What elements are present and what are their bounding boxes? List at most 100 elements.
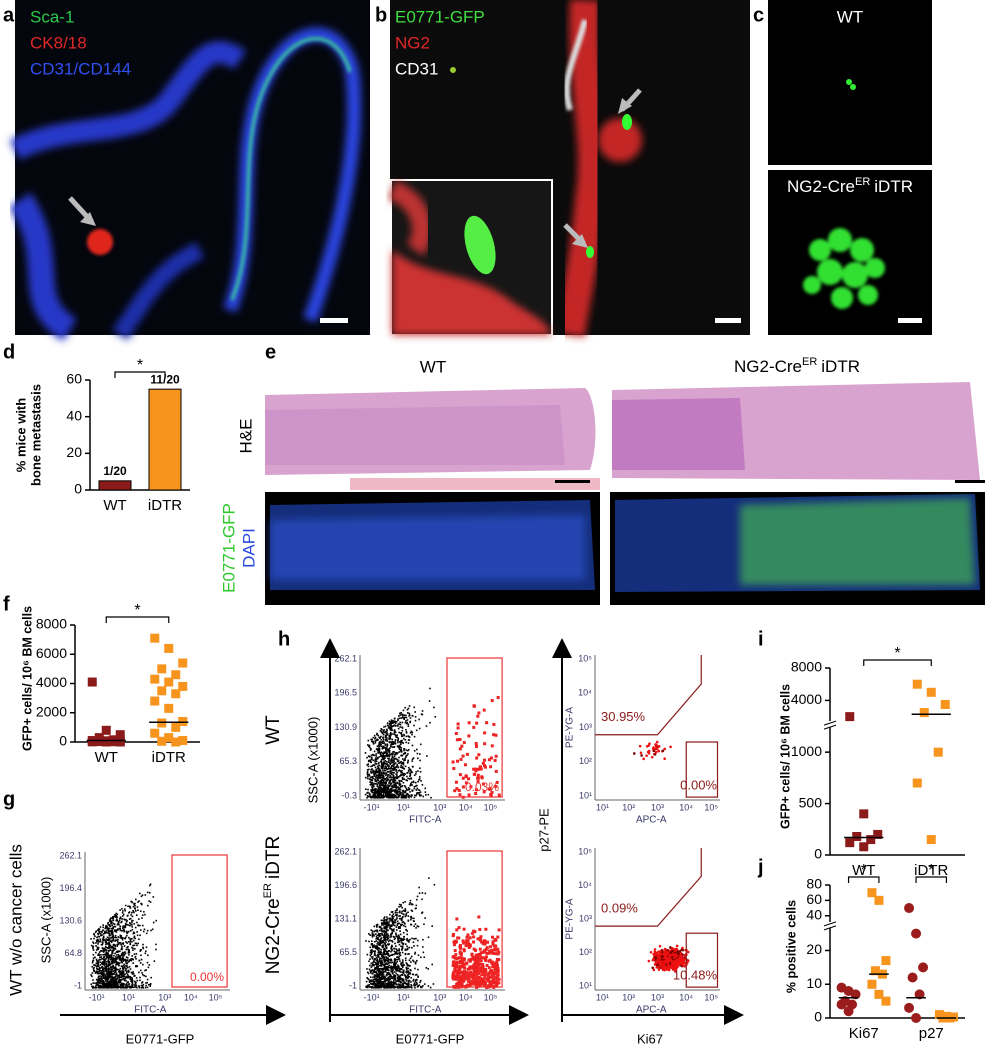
event: [385, 744, 387, 746]
event: [388, 977, 390, 979]
panel-title-sup: ER: [855, 176, 870, 188]
event: [382, 962, 384, 964]
event: [382, 797, 384, 799]
event: [118, 937, 120, 939]
gated-event: [457, 726, 460, 729]
event: [401, 962, 403, 964]
event: [387, 776, 389, 778]
event: [136, 977, 138, 979]
event: [118, 923, 120, 925]
event: [100, 938, 102, 940]
event: [374, 985, 376, 987]
event: [429, 688, 431, 690]
event: [381, 797, 383, 799]
event: [126, 935, 128, 937]
event: [391, 765, 393, 767]
event: [127, 959, 129, 961]
x-tick-label: 10⁵: [704, 802, 718, 812]
event: [400, 761, 402, 763]
event: [395, 785, 397, 787]
event: [135, 910, 137, 912]
event: [397, 718, 399, 720]
event: [138, 972, 140, 974]
y-tick-label: 65.5: [339, 947, 357, 957]
event: [422, 946, 424, 948]
event: [385, 963, 387, 965]
event: [398, 757, 400, 759]
event: [391, 739, 393, 741]
event: [391, 720, 393, 722]
channel-label: CD31: [395, 59, 438, 78]
event: [397, 924, 399, 926]
event: [378, 970, 380, 972]
event: [369, 981, 371, 983]
event: [98, 962, 100, 964]
gated-event: [452, 934, 455, 937]
event: [113, 949, 115, 951]
event: [408, 915, 410, 917]
event: [376, 791, 378, 793]
event: [413, 961, 415, 963]
gated-event: [459, 944, 462, 947]
event: [401, 734, 403, 736]
event: [134, 936, 136, 938]
gated-event: [494, 759, 497, 762]
event: [396, 926, 398, 928]
event: [126, 971, 128, 973]
x-tick-label: 10³: [433, 802, 446, 812]
event: [397, 746, 399, 748]
y-tick-label: -1: [349, 980, 357, 990]
event: [140, 970, 142, 972]
event: [141, 959, 143, 961]
event: [103, 971, 105, 973]
event: [119, 962, 121, 964]
event: [410, 717, 412, 719]
event: [414, 795, 416, 797]
event: [408, 715, 410, 717]
event: [410, 900, 412, 902]
event: [658, 745, 661, 748]
panel-letter: j: [757, 856, 764, 878]
event: [149, 984, 151, 986]
event: [147, 892, 149, 894]
event: [120, 980, 122, 982]
event: [400, 945, 402, 947]
event: [399, 713, 401, 715]
event: [120, 944, 122, 946]
event: [379, 765, 381, 767]
event: [378, 975, 380, 977]
event: [407, 750, 409, 752]
event: [389, 918, 391, 920]
gated-event: [496, 948, 499, 951]
event: [125, 969, 127, 971]
event: [395, 963, 397, 965]
event: [92, 982, 94, 984]
event: [99, 957, 101, 959]
event: [412, 904, 414, 906]
x-tick-label: 10³: [433, 992, 446, 1002]
event: [388, 972, 390, 974]
event: [124, 910, 126, 912]
event: [375, 783, 377, 785]
event: [371, 966, 373, 968]
event: [366, 986, 368, 988]
event: [139, 893, 141, 895]
event: [400, 714, 402, 716]
gated-event: [458, 793, 461, 796]
event: [408, 984, 410, 986]
event: [152, 928, 154, 930]
event: [415, 923, 417, 925]
event: [135, 983, 137, 985]
event: [141, 972, 143, 974]
event: [138, 918, 140, 920]
event: [405, 929, 407, 931]
event: [104, 939, 106, 941]
event: [97, 971, 99, 973]
event: [414, 938, 416, 940]
event: [384, 987, 386, 989]
gated-event: [460, 758, 463, 761]
event: [403, 748, 405, 750]
event: [405, 720, 407, 722]
event: [142, 914, 144, 916]
event: [117, 940, 119, 942]
